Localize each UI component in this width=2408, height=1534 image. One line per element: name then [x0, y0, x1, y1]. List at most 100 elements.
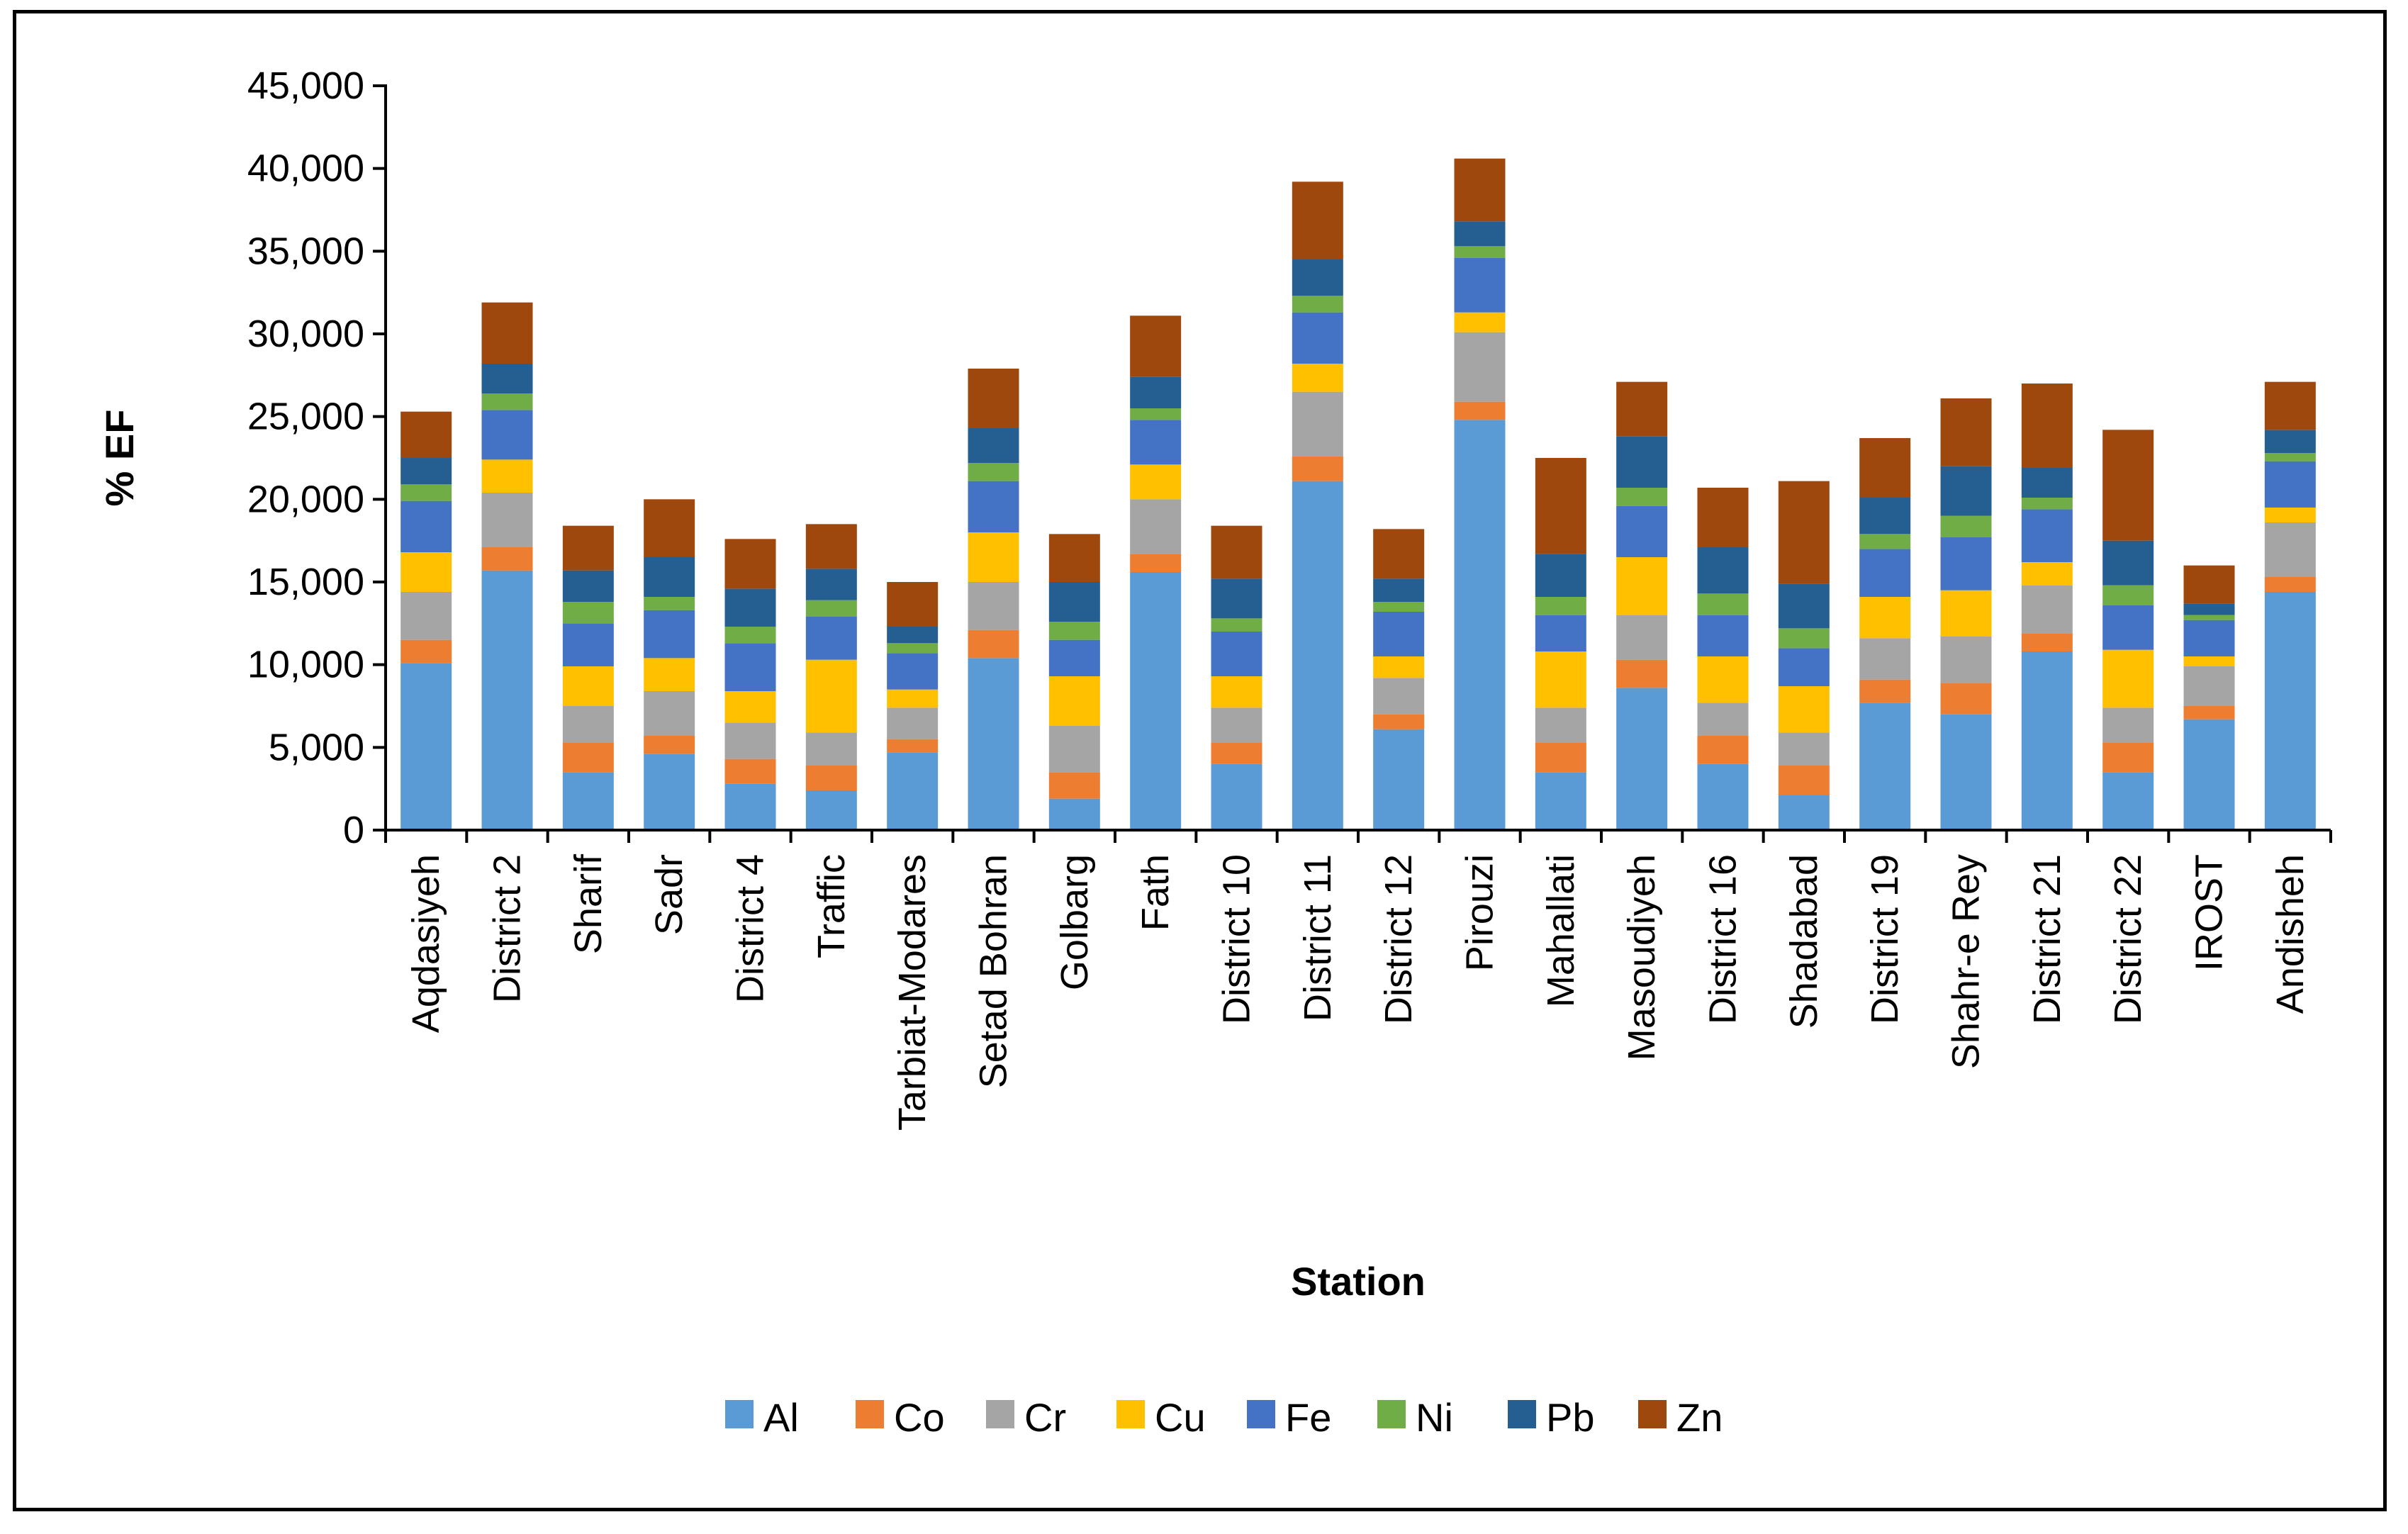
bar-segment-fe-masoudiyeh	[1616, 505, 1668, 557]
y-tick-label: 25,000	[247, 396, 364, 438]
bar-segment-zn-aqdasiyeh	[401, 411, 452, 458]
bar-segment-pb-irost	[2183, 603, 2235, 615]
bar-segment-al-irost	[2183, 719, 2235, 830]
x-category-label: District 21	[2026, 854, 2068, 1024]
bar-segment-co-district-22	[2102, 742, 2154, 773]
bar-segment-zn-district-2	[481, 302, 533, 364]
bar-segment-zn-sharif	[562, 525, 614, 571]
legend-swatch-al	[725, 1400, 754, 1428]
bar-segment-co-masoudiyeh	[1616, 659, 1668, 688]
bar-segment-pb-district-10	[1211, 578, 1262, 619]
bar-segment-co-district-2	[481, 547, 533, 571]
x-category-label: Mahallati	[1540, 854, 1582, 1007]
bar-segment-al-district-11	[1292, 481, 1343, 830]
bar-segment-ni-sharif	[562, 602, 614, 624]
y-axis-title: % EF	[97, 410, 142, 507]
bar-segment-pb-district-11	[1292, 259, 1343, 296]
bar-segment-fe-district-21	[2021, 509, 2073, 562]
bar-segment-al-masoudiyeh	[1616, 688, 1668, 830]
x-axis-title: Station	[1291, 1259, 1426, 1304]
bar-segment-ni-pirouzi	[1454, 246, 1506, 258]
bar-segment-ni-shahr-e-rey	[1940, 515, 1992, 537]
bar-segment-cu-district-16	[1697, 656, 1749, 703]
bar-segment-ni-traffic	[805, 600, 857, 617]
bar-segment-zn-shahr-e-rey	[1940, 398, 1992, 466]
bar-segment-co-sharif	[562, 742, 614, 773]
bar-segment-co-aqdasiyeh	[401, 639, 452, 664]
bar-segment-pb-andisheh	[2264, 430, 2316, 453]
x-category-label: District 11	[1297, 854, 1339, 1021]
bar-segment-fe-andisheh	[2264, 461, 2316, 508]
bar-segment-cr-district-22	[2102, 707, 2154, 743]
x-category-label: District 10	[1216, 854, 1258, 1024]
bar-segment-ni-irost	[2183, 615, 2235, 620]
bar-segment-zn-sadr	[644, 499, 695, 557]
bar-segment-cr-tarbiat-modares	[887, 707, 939, 739]
bar-segment-pb-aqdasiyeh	[401, 458, 452, 485]
bar-segment-ni-district-11	[1292, 296, 1343, 313]
bar-segment-pb-masoudiyeh	[1616, 436, 1668, 488]
bar-segment-cu-golbarg	[1048, 676, 1100, 726]
bar-segment-zn-shadabad	[1778, 481, 1830, 584]
bar-segment-cr-fath	[1130, 499, 1182, 554]
bar-segment-zn-mahallati	[1535, 458, 1586, 554]
legend-label-zn: Zn	[1676, 1395, 1723, 1440]
bar-segment-pb-shahr-e-rey	[1940, 466, 1992, 516]
bar-segment-zn-andisheh	[2264, 381, 2316, 430]
bar-segment-cu-pirouzi	[1454, 312, 1506, 332]
legend-swatch-fe	[1247, 1400, 1275, 1428]
y-tick-label: 30,000	[247, 313, 364, 355]
x-category-label: Setad Bohran	[973, 854, 1015, 1088]
bar-segment-ni-district-2	[481, 393, 533, 410]
bar-segment-ni-mahallati	[1535, 597, 1586, 615]
bar-segment-ni-district-19	[1859, 534, 1911, 549]
bar-segment-fe-district-12	[1373, 612, 1425, 656]
bar-segment-pb-district-16	[1697, 547, 1749, 594]
bar-segment-cu-sadr	[644, 658, 695, 691]
legend-label-co: Co	[894, 1395, 945, 1440]
x-category-label: Aqdasiyeh	[405, 854, 447, 1033]
bar-segment-cu-aqdasiyeh	[401, 552, 452, 592]
bar-segment-fe-district-19	[1859, 549, 1911, 597]
bar-segment-pb-mahallati	[1535, 554, 1586, 597]
bar-segment-co-shadabad	[1778, 766, 1830, 795]
bar-segment-cu-setad-bohran	[968, 532, 1019, 582]
bar-segment-fe-golbarg	[1048, 639, 1100, 676]
bar-segment-fe-sadr	[644, 610, 695, 659]
bar-segment-al-tarbiat-modares	[887, 752, 939, 830]
bar-segment-cr-district-19	[1859, 638, 1911, 680]
bar-segment-pb-sadr	[644, 557, 695, 597]
bar-segment-co-mahallati	[1535, 742, 1586, 773]
legend-swatch-pb	[1508, 1400, 1536, 1428]
y-tick-label: 5,000	[269, 726, 364, 768]
bar-segment-co-district-10	[1211, 742, 1262, 764]
x-category-label: District 12	[1377, 854, 1420, 1024]
legend-swatch-ni	[1377, 1400, 1406, 1428]
bar-segment-al-district-4	[724, 783, 776, 830]
bar-segment-pb-district-22	[2102, 540, 2154, 586]
bar-segment-zn-district-4	[724, 539, 776, 589]
bar-segment-co-setad-bohran	[968, 629, 1019, 659]
bar-segment-ni-district-12	[1373, 602, 1425, 612]
bar-segment-cu-masoudiyeh	[1616, 557, 1668, 615]
x-category-label: District 22	[2107, 854, 2149, 1024]
bar-segment-fe-shahr-e-rey	[1940, 537, 1992, 590]
bar-segment-ni-golbarg	[1048, 622, 1100, 640]
bar-segment-ni-fath	[1130, 408, 1182, 420]
bar-segment-ni-setad-bohran	[968, 463, 1019, 481]
bar-segment-fe-district-10	[1211, 632, 1262, 676]
bar-segment-ni-district-4	[724, 627, 776, 644]
bar-segment-al-district-22	[2102, 772, 2154, 830]
bar-segment-pb-shadabad	[1778, 583, 1830, 629]
bar-segment-cr-masoudiyeh	[1616, 615, 1668, 660]
y-tick-label: 45,000	[247, 65, 364, 107]
bar-segment-cr-shadabad	[1778, 732, 1830, 766]
bar-segment-pb-fath	[1130, 376, 1182, 408]
bar-segment-ni-district-22	[2102, 585, 2154, 605]
bar-segment-fe-traffic	[805, 617, 857, 660]
bar-segment-co-district-11	[1292, 456, 1343, 481]
legend-label-ni: Ni	[1416, 1395, 1453, 1440]
y-tick-label: 20,000	[247, 478, 364, 520]
stacked-bar-chart: 0 5,000 10,000 15,000 20,000 25,000 30,000 35,0…	[97, 65, 2332, 1440]
bar-segment-al-district-19	[1859, 702, 1911, 830]
